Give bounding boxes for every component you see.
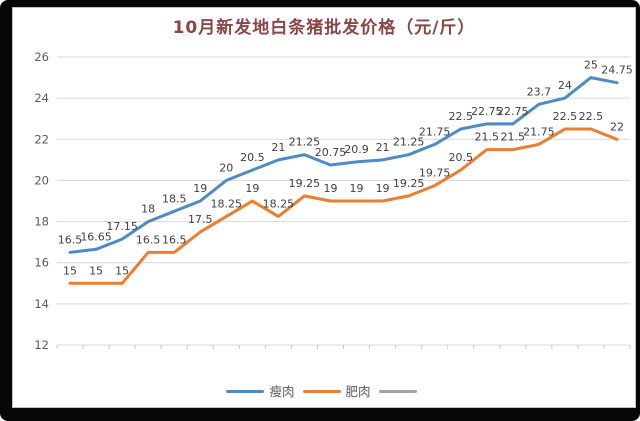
series-line-0 [68, 76, 619, 254]
y-tick-label: 26 [34, 50, 49, 64]
data-label: 22.75 [497, 105, 529, 118]
data-label: 17.5 [188, 213, 213, 226]
data-label: 21.75 [523, 125, 555, 138]
data-label: 20 [219, 161, 233, 174]
data-label: 21.75 [419, 125, 451, 138]
data-label: 19 [350, 182, 364, 195]
line-chart-canvas: 121416182022242616.516.6517.151818.51920… [34, 50, 633, 352]
data-label: 15 [115, 264, 129, 277]
data-label: 21.5 [475, 131, 500, 144]
data-label: 16.5 [136, 233, 161, 246]
chart-legend: 瘦肉 肥肉 [13, 383, 635, 399]
data-label: 22.5 [579, 110, 604, 123]
data-label: 16.5 [58, 233, 83, 246]
data-label: 15 [89, 264, 103, 277]
data-label: 19 [193, 182, 207, 195]
data-label: 19.25 [393, 177, 425, 190]
data-label: 21 [271, 141, 285, 154]
series-line-1 [68, 127, 619, 285]
y-axis-labels: 12 14 16 18 20 22 24 26 [34, 50, 49, 352]
chart-card: 10月新发地白条猪批发价格（元/斤） 12 14 16 18 20 22 24 26 16.5 1… [12, 7, 636, 408]
data-label: 18 [141, 203, 155, 216]
lean-pork-line-swatch-icon [226, 390, 265, 394]
y-tick-label: 18 [34, 215, 49, 229]
data-label: 22.5 [553, 110, 578, 123]
data-label: 25 [584, 59, 598, 72]
data-label: 19.25 [289, 177, 321, 190]
data-label: 21.5 [501, 131, 526, 144]
data-label: 20.5 [448, 151, 473, 164]
data-label: 21.25 [393, 136, 425, 149]
y-tick-label: 12 [34, 338, 49, 352]
data-label: 23.7 [527, 85, 552, 98]
data-label: 24 [558, 79, 572, 92]
data-label: 18.25 [263, 197, 295, 210]
legend-item-lean-pork: 瘦肉 [226, 383, 295, 399]
data-label: 22.5 [448, 110, 473, 123]
chart-title: 10月新发地白条猪批发价格（元/斤） [172, 18, 476, 38]
data-label: 19.75 [419, 167, 451, 180]
data-label: 18.5 [162, 192, 187, 205]
y-tick-label: 14 [34, 297, 49, 311]
empty-series-line-swatch-icon [378, 390, 417, 394]
data-label: 22 [610, 120, 624, 133]
data-label: 16.65 [80, 230, 112, 243]
y-tick-label: 16 [34, 256, 49, 270]
data-label: 19 [376, 182, 390, 195]
data-label: 17.15 [106, 220, 138, 233]
fat-pork-line-swatch-icon [302, 390, 341, 394]
data-label: 22.75 [471, 105, 503, 118]
y-tick-label: 24 [34, 91, 49, 105]
y-tick-label: 20 [34, 173, 49, 187]
data-label: 18.25 [211, 197, 243, 210]
legend-label-fat-pork: 肥肉 [345, 383, 371, 399]
data-label: 21 [376, 141, 390, 154]
data-label: 16.5 [162, 233, 187, 246]
legend-item-empty-series [378, 390, 422, 394]
legend-label-lean-pork: 瘦肉 [269, 383, 295, 399]
data-label: 21.25 [289, 136, 321, 149]
data-label: 19 [245, 182, 259, 195]
data-label: 15 [63, 264, 77, 277]
legend-item-fat-pork: 肥肉 [302, 383, 371, 399]
x-axis-ticks [56, 345, 631, 349]
data-label: 20.75 [315, 146, 347, 159]
data-label: 20.5 [240, 151, 265, 164]
data-label: 19 [323, 182, 337, 195]
y-tick-label: 22 [34, 132, 49, 146]
data-label: 24.75 [601, 64, 633, 77]
data-label: 20.9 [344, 143, 369, 156]
